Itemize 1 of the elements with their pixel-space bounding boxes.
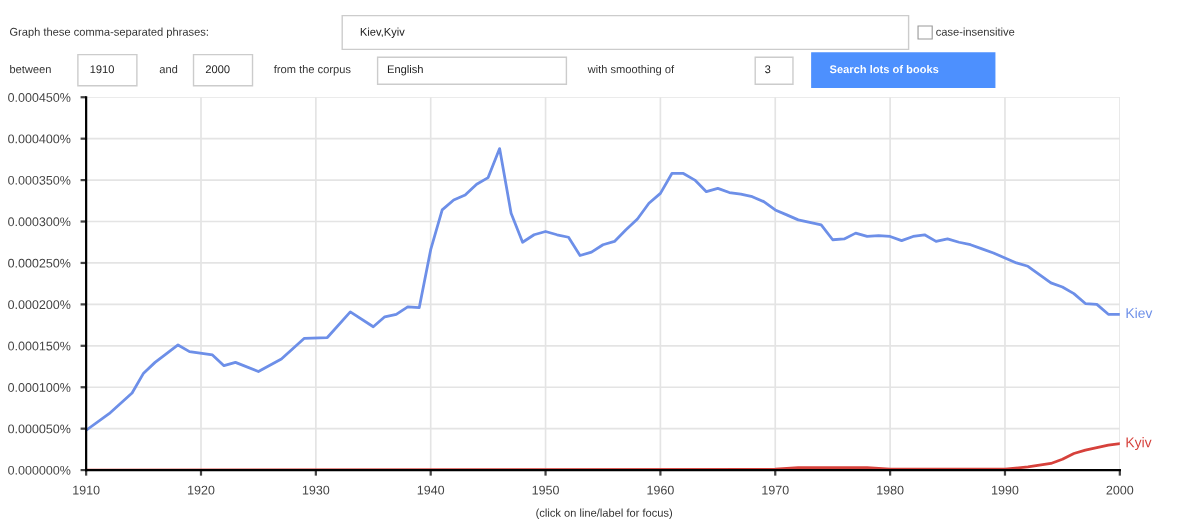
line-series — [86, 147, 1120, 432]
